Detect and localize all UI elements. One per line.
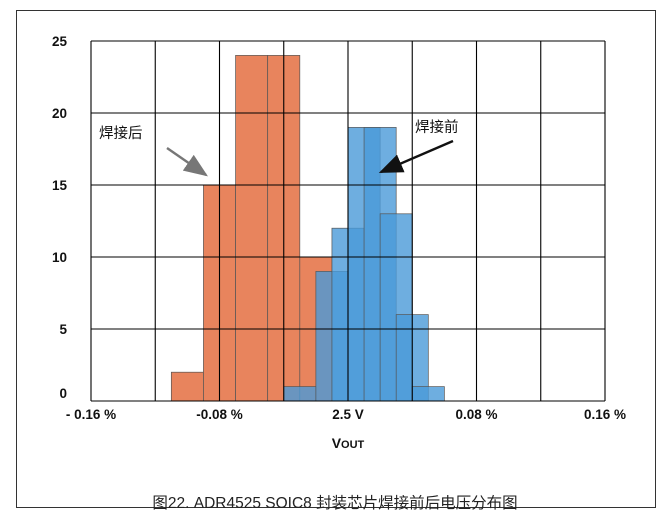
x-tick-label: 2.5 V [332,407,364,422]
histogram-chart: 0 5 10 15 20 25 - 0.16 % -0.08 % 2.5 V 0.08 % 0.1… [52,34,626,451]
y-tick-label: 15 [52,178,68,193]
y-tick-labels: 0 5 10 15 20 25 [52,34,68,401]
grid-layer [90,40,606,402]
figure-caption: 图22. ADR4525 SOIC8 封装芯片焊接前后电压分布图 [152,495,518,512]
bars-layer [170,55,445,402]
annotation-before-soldering: 焊接前 [415,119,459,136]
x-tick-label: 0.08 % [455,407,497,422]
bar--2 [235,55,269,402]
y-tick-label: 20 [52,106,67,121]
bar--0 [170,371,204,402]
annotations-layer: 焊接后 焊接前 [99,119,459,177]
x-tick-label: 0.16 % [584,407,626,422]
annotation-after-soldering: 焊接后 [99,125,143,142]
bar--0 [283,386,317,402]
figure-frame: 0 5 10 15 20 25 - 0.16 % -0.08 % 2.5 V 0.08 % 0.1… [16,10,656,508]
arrow-before-soldering [378,139,454,174]
x-axis-label: VOUT [332,435,365,451]
y-tick-label: 10 [52,250,67,265]
x-tick-labels: - 0.16 % -0.08 % 2.5 V 0.08 % 0.16 % [66,407,626,422]
x-tick-label: -0.08 % [196,407,243,422]
y-tick-label: 5 [59,322,67,337]
arrow-after-soldering [166,147,208,177]
y-tick-label: 0 [59,386,67,401]
y-tick-label: 25 [52,34,68,49]
bar--7 [411,386,445,402]
x-tick-label: - 0.16 % [66,407,116,422]
